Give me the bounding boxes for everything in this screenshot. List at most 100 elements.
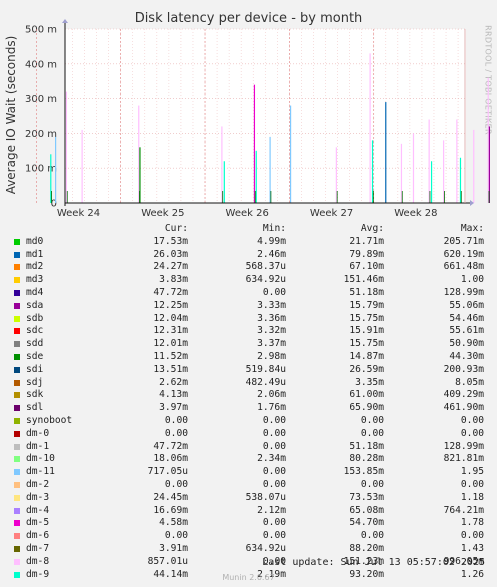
legend-cur: 4.13m <box>159 389 188 401</box>
legend-min: 568.37u <box>245 261 286 273</box>
legend-swatch <box>14 264 20 271</box>
legend-avg: 93.20m <box>349 568 384 580</box>
legend-avg: 67.10m <box>349 261 384 273</box>
legend-min: 3.37m <box>257 338 286 350</box>
legend-name: dm-8 <box>26 555 50 567</box>
legend-row-sdd: sdd 12.01m 3.37m 15.75m 50.90m <box>12 338 488 351</box>
legend-max: 50.90m <box>449 338 484 350</box>
col-max-header: Max: <box>460 223 484 234</box>
legend-name: dm-10 <box>26 453 55 465</box>
legend-row-dm-10: dm-10 18.06m 2.34m 80.28m 821.81m <box>12 453 488 466</box>
legend-swatch <box>14 558 20 565</box>
legend-cur: 3.83m <box>159 274 188 286</box>
y-tick-label: 0 <box>51 199 57 210</box>
legend-name: dm-0 <box>26 427 50 439</box>
legend-swatch <box>14 379 20 386</box>
legend-row-md4: md4 47.72m 0.00 51.18m 128.99m <box>12 287 488 300</box>
legend-avg: 14.87m <box>349 350 384 362</box>
legend-row-sdc: sdc 12.31m 3.32m 15.91m 55.61m <box>12 325 488 338</box>
legend-swatch <box>14 507 20 514</box>
x-tick-label: Week 28 <box>394 208 437 219</box>
legend-swatch <box>14 456 20 463</box>
legend-name: synoboot <box>26 414 73 426</box>
legend-min: 634.92u <box>245 542 286 554</box>
legend-cur: 11.52m <box>153 350 188 362</box>
legend-max: 205.71m <box>443 235 484 247</box>
legend-name: md2 <box>26 261 44 273</box>
legend-swatch <box>14 341 20 348</box>
legend-name: dm-6 <box>26 530 50 542</box>
legend-min: 0.00 <box>262 286 286 298</box>
legend-swatch <box>14 571 20 578</box>
legend-min: 0.00 <box>262 466 286 478</box>
legend-min: 3.36m <box>257 312 286 324</box>
legend-max: 661.48m <box>443 261 484 273</box>
legend-min: 538.07u <box>245 491 286 503</box>
legend-swatch <box>14 469 20 476</box>
legend-max: 620.19m <box>443 248 484 260</box>
legend-cur: 2.62m <box>159 376 188 388</box>
legend-cur: 12.25m <box>153 299 188 311</box>
legend-min: 0.00 <box>262 427 286 439</box>
legend-max: 1.26 <box>460 568 484 580</box>
x-axis-arrow <box>470 200 474 206</box>
legend-min: 3.33m <box>257 299 286 311</box>
legend-min: 0.00 <box>262 517 286 529</box>
legend-swatch <box>14 251 20 258</box>
legend-avg: 15.79m <box>349 299 384 311</box>
legend-name: sdc <box>26 325 44 337</box>
legend-name: sdj <box>26 376 44 388</box>
legend-row-sdk: sdk 4.13m 2.06m 61.00m 409.29m <box>12 389 488 402</box>
col-cur-header: Cur: <box>164 223 188 234</box>
legend-row-md0: md0 17.53m 4.99m 21.71m 205.71m <box>12 236 488 249</box>
legend-name: sdl <box>26 402 44 414</box>
legend-swatch <box>14 238 20 245</box>
legend-cur: 26.03m <box>153 248 188 260</box>
legend-row-sde: sde 11.52m 2.98m 14.87m 44.30m <box>12 351 488 364</box>
legend-swatch <box>14 417 20 424</box>
legend-row-md1: md1 26.03m 2.46m 79.89m 620.19m <box>12 249 488 262</box>
legend-cur: 44.14m <box>153 568 188 580</box>
y-tick-label: 300 m <box>25 94 57 105</box>
legend-max: 409.29m <box>443 389 484 401</box>
x-tick-label: Week 24 <box>57 208 100 219</box>
legend-avg: 26.59m <box>349 363 384 375</box>
legend-header: Cur: Min: Avg: Max: <box>12 223 488 236</box>
legend-swatch <box>14 302 20 309</box>
legend-row-dm-11: dm-11 717.05u 0.00 153.85m 1.95 <box>12 466 488 479</box>
legend-max: 200.93m <box>443 363 484 375</box>
legend-max: 821.81m <box>443 453 484 465</box>
legend-row-dm-4: dm-4 16.69m 2.12m 65.08m 764.21m <box>12 505 488 518</box>
legend-max: 54.46m <box>449 312 484 324</box>
legend-name: dm-7 <box>26 542 50 554</box>
legend-name: md3 <box>26 274 44 286</box>
legend-avg: 3.35m <box>355 376 384 388</box>
legend-swatch <box>14 277 20 284</box>
legend-name: sdb <box>26 312 44 324</box>
legend-cur: 12.01m <box>153 338 188 350</box>
legend-max: 1.18 <box>460 491 484 503</box>
legend-max: 128.99m <box>443 286 484 298</box>
legend-name: sde <box>26 350 44 362</box>
legend-row-dm-1: dm-1 47.72m 0.00 51.18m 128.99m <box>12 441 488 454</box>
legend-avg: 54.70m <box>349 517 384 529</box>
legend-min: 2.12m <box>257 504 286 516</box>
legend-max: 128.99m <box>443 440 484 452</box>
legend-swatch <box>14 481 20 488</box>
legend-min: 0.00 <box>262 555 286 567</box>
legend-cur: 47.72m <box>153 286 188 298</box>
x-tick-label: Week 27 <box>310 208 353 219</box>
legend-avg: 15.75m <box>349 312 384 324</box>
legend-name: dm-5 <box>26 517 50 529</box>
legend-swatch <box>14 328 20 335</box>
y-tick-label: 500 m <box>25 25 57 36</box>
last-update: Last update: Sun Jul 13 05:57:02 2025 <box>262 557 485 568</box>
legend-min: 2.34m <box>257 453 286 465</box>
generator-credit: Munin 2.0.67 <box>222 573 275 582</box>
legend-cur: 0.00 <box>164 427 188 439</box>
legend-min: 482.49u <box>245 376 286 388</box>
legend-cur: 4.58m <box>159 517 188 529</box>
legend-name: sdk <box>26 389 44 401</box>
legend-avg: 61.00m <box>349 389 384 401</box>
y-tick-label: 100 m <box>25 164 57 175</box>
